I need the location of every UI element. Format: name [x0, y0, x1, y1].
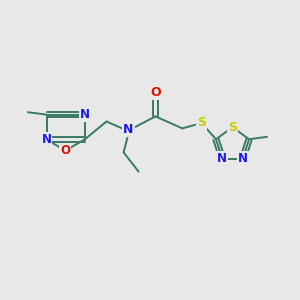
Text: N: N — [123, 123, 134, 136]
Text: N: N — [217, 152, 227, 165]
Text: S: S — [228, 121, 237, 134]
Text: N: N — [41, 133, 52, 146]
Text: O: O — [60, 144, 70, 157]
Text: N: N — [80, 108, 90, 121]
Text: O: O — [150, 86, 161, 99]
Text: N: N — [238, 152, 248, 165]
Text: S: S — [197, 116, 206, 130]
